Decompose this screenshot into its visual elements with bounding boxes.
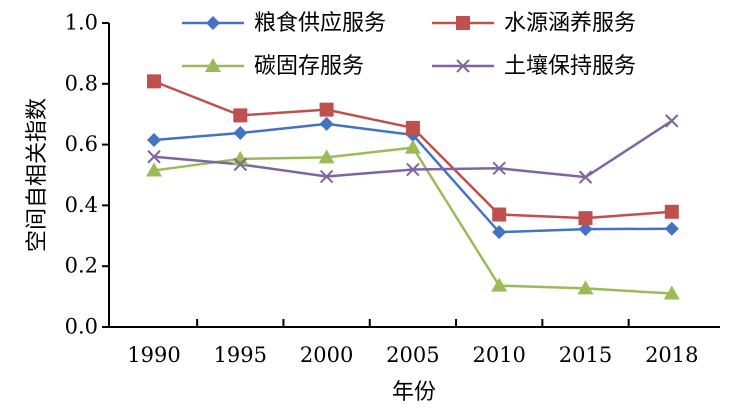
- series-0-point: [319, 116, 334, 131]
- x-axis-title: 年份: [392, 380, 436, 405]
- series-0-point: [664, 221, 679, 236]
- series-2-point: [146, 162, 162, 177]
- x-tick-label: 2010: [472, 343, 525, 367]
- x-tick-label: 2015: [559, 343, 612, 367]
- x-ticks: 1990 1995 2000 2005 2010 2015 2018: [127, 319, 699, 367]
- series-2-point: [318, 149, 335, 164]
- series-3-point: [406, 162, 420, 177]
- y-tick-label: 1.0: [65, 11, 98, 35]
- series-0-point: [233, 126, 248, 141]
- series-1-point: [492, 207, 507, 222]
- legend-label: 土壤保持服务: [504, 54, 636, 79]
- series-1-point: [405, 120, 420, 135]
- legend-swatch-marker: [456, 59, 470, 73]
- y-tick-label: 0.4: [65, 193, 98, 217]
- series-2-point: [663, 285, 680, 300]
- legend-swatch-marker: [456, 16, 470, 30]
- x-tick-label: 2000: [300, 343, 353, 367]
- legend-label: 水源涵养服务: [504, 11, 636, 36]
- series-1-point: [147, 74, 161, 89]
- series-1-point: [319, 102, 334, 117]
- y-tick-label: 0.6: [65, 132, 98, 156]
- y-tick-label: 0.2: [65, 254, 98, 278]
- x-tick-label: 2005: [386, 343, 439, 367]
- axes: [108, 23, 720, 328]
- legend-swatch-marker: [206, 16, 220, 30]
- series-markers: [146, 74, 680, 300]
- series-2-point: [404, 139, 421, 154]
- series-3-point: [319, 169, 334, 184]
- series-0-point: [147, 133, 161, 148]
- series-1-point: [664, 204, 679, 219]
- series-3-point: [665, 114, 679, 128]
- y-axis-title: 空间自相关指数: [25, 98, 50, 252]
- legend-swatch-marker: [205, 58, 221, 72]
- y-ticks: 0.0 0.2 0.4 0.6 0.8 1.0: [65, 11, 109, 339]
- series-3-point: [492, 161, 506, 176]
- x-tick-label: 1990: [127, 343, 180, 367]
- series-3-point: [578, 170, 593, 184]
- series-0-point: [492, 225, 507, 240]
- legend-label: 粮食供应服务: [254, 11, 386, 36]
- x-tick-label: 1995: [214, 343, 267, 367]
- y-tick-label: 0.0: [65, 315, 98, 339]
- series-2-point: [491, 277, 508, 292]
- series-2-point: [577, 280, 594, 295]
- series-lines: [153, 80, 673, 295]
- series-1-point: [578, 211, 593, 226]
- series-1-point: [233, 108, 248, 123]
- y-tick-label: 0.8: [65, 71, 98, 95]
- series-3-point: [147, 150, 161, 164]
- series-0-point: [578, 222, 593, 237]
- legend-label: 碳固存服务: [254, 54, 364, 79]
- x-tick-label: 2018: [645, 343, 698, 367]
- series-3-point: [233, 157, 248, 172]
